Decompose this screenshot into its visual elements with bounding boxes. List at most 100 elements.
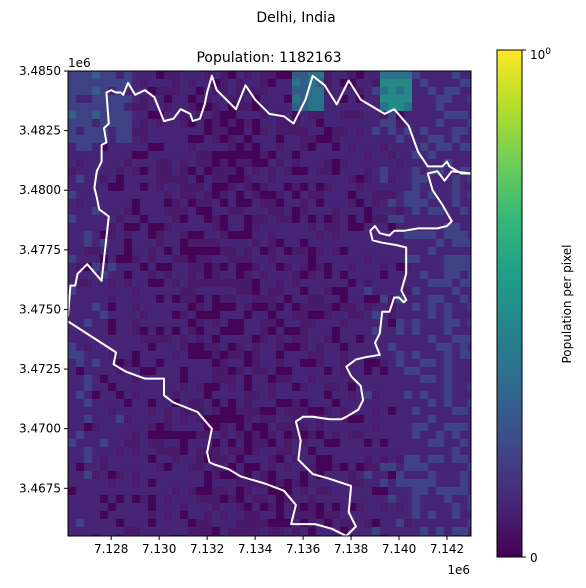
raster-cell [356, 327, 364, 335]
raster-cell [220, 303, 228, 311]
raster-cell [404, 311, 412, 319]
raster-cell [84, 487, 92, 495]
raster-cell [252, 399, 260, 407]
raster-cell [412, 79, 420, 87]
raster-cell [92, 359, 100, 367]
raster-cell [76, 383, 84, 391]
raster-cell [404, 463, 412, 471]
raster-cell [324, 239, 332, 247]
raster-cell [468, 231, 471, 239]
raster-cell [260, 231, 268, 239]
raster-cell [388, 199, 396, 207]
raster-cell [228, 463, 236, 471]
raster-cell [412, 231, 420, 239]
raster-cell [300, 399, 308, 407]
raster-cell [188, 479, 196, 487]
raster-cell [212, 327, 220, 335]
raster-cell [188, 159, 196, 167]
raster-cell [100, 527, 108, 535]
raster-cell [292, 191, 300, 199]
raster-cell [156, 271, 164, 279]
raster-cell [100, 239, 108, 247]
raster-cell [284, 271, 292, 279]
raster-cell [436, 239, 444, 247]
raster-cell [468, 495, 471, 503]
raster-cell [132, 495, 140, 503]
raster-cell [276, 511, 284, 519]
raster-cell [468, 351, 471, 359]
raster-cell [156, 455, 164, 463]
raster-cell [292, 359, 300, 367]
raster-cell [76, 463, 84, 471]
raster-cell [356, 343, 364, 351]
raster-cell [220, 503, 228, 511]
raster-cell [172, 191, 180, 199]
raster-cell [276, 439, 284, 447]
raster-cell [356, 231, 364, 239]
raster-cell [172, 263, 180, 271]
raster-cell [116, 191, 124, 199]
raster-cell [340, 335, 348, 343]
raster-cell [116, 407, 124, 415]
raster-cell [84, 447, 92, 455]
raster-cell [100, 343, 108, 351]
raster-cell [132, 295, 140, 303]
colorbar-label: Population per pixel [560, 244, 574, 363]
raster-cell [68, 439, 76, 447]
raster-cell [68, 487, 76, 495]
raster-cell [148, 391, 156, 399]
raster-cell [340, 511, 348, 519]
raster-cell [92, 135, 100, 143]
raster-cell [76, 367, 84, 375]
raster-cell [468, 79, 471, 87]
raster-cell [300, 287, 308, 295]
raster-cell [332, 471, 340, 479]
raster-cell [452, 415, 460, 423]
raster-cell [260, 447, 268, 455]
raster-cell [228, 431, 236, 439]
raster-cell [308, 159, 316, 167]
raster-cell [220, 111, 228, 119]
raster-cell [188, 95, 196, 103]
y-axis: 3.46753.47003.47253.47503.47753.48003.48… [19, 64, 68, 495]
raster-cell [412, 343, 420, 351]
raster-cell [292, 167, 300, 175]
raster-cell [300, 431, 308, 439]
raster-cell [404, 119, 412, 127]
raster-cell [236, 151, 244, 159]
raster-cell [308, 471, 316, 479]
raster-cell [100, 159, 108, 167]
raster-cell [372, 207, 380, 215]
raster-cell [68, 527, 76, 535]
raster-cell [452, 111, 460, 119]
raster-cell [140, 167, 148, 175]
raster-cell [172, 135, 180, 143]
raster-cell [92, 351, 100, 359]
raster-cell [108, 263, 116, 271]
raster-cell [404, 79, 412, 87]
raster-cell [396, 359, 404, 367]
raster-cell [148, 87, 156, 95]
raster-cell [380, 95, 388, 103]
raster-cell [292, 303, 300, 311]
raster-cell [228, 519, 236, 527]
raster-cell [412, 431, 420, 439]
raster-cell [404, 391, 412, 399]
raster-cell [196, 439, 204, 447]
raster-cell [76, 271, 84, 279]
raster-cell [324, 495, 332, 503]
raster-cell [228, 111, 236, 119]
raster-cell [108, 143, 116, 151]
raster-cell [436, 103, 444, 111]
raster-cell [300, 391, 308, 399]
raster-cell [348, 239, 356, 247]
raster-cell [132, 399, 140, 407]
raster-cell [348, 183, 356, 191]
raster-cell [108, 367, 116, 375]
raster-cell [276, 239, 284, 247]
raster-cell [324, 431, 332, 439]
raster-cell [84, 263, 92, 271]
raster-cell [284, 151, 292, 159]
raster-cell [164, 463, 172, 471]
raster-cell [396, 471, 404, 479]
